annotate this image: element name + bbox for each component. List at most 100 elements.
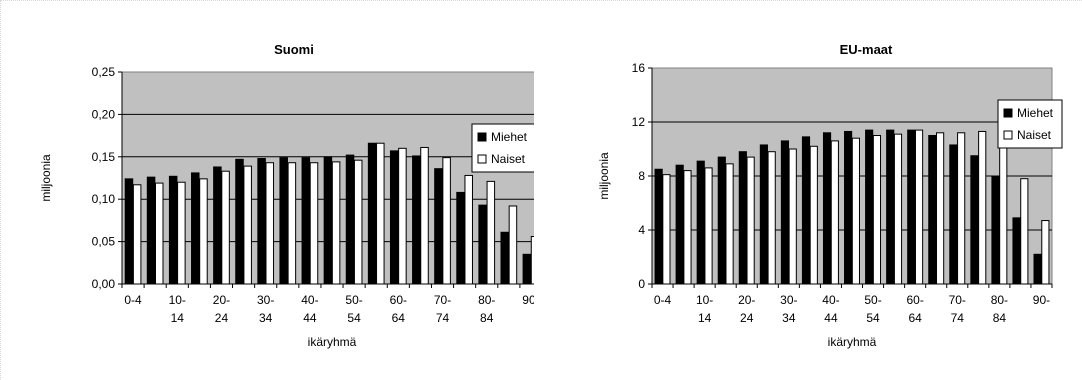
eu-bar-miehet-5: [759, 144, 768, 285]
eu-legend-swatch-naiset: [1003, 130, 1013, 140]
suomi-legend-box: [471, 123, 541, 173]
suomi-bar-miehet-8: [301, 157, 311, 285]
suomi-legend-swatch-naiset: [477, 154, 487, 164]
suomi-bar-naiset-2: [177, 181, 186, 285]
suomi-bar-naiset-11: [376, 142, 385, 285]
eu-legend-box: [997, 99, 1063, 149]
suomi-bar-miehet-4: [213, 166, 222, 285]
suomi-bar-naiset-12: [398, 147, 407, 285]
suomi-bar-naiset-10: [353, 159, 363, 285]
eu-bar-naiset-7: [809, 145, 818, 285]
suomi-x-tick-label: 80-: [478, 293, 495, 307]
eu-bar-naiset-12: [914, 129, 924, 285]
suomi-bar-miehet-15: [456, 191, 465, 285]
eu-bar-miehet-15: [970, 155, 979, 285]
suomi-bar-miehet-17: [500, 231, 510, 285]
suomi-bar-naiset-0: [132, 184, 142, 285]
suomi-x-tick-label: 34: [259, 311, 273, 325]
eu-bar-naiset-14: [957, 132, 966, 285]
suomi-x-tick-label: 10-: [169, 293, 186, 307]
eu-bar-miehet-16: [991, 175, 1000, 285]
eu-bar-miehet-3: [717, 156, 726, 285]
suomi-bar-miehet-5: [235, 158, 244, 285]
suomi-bar-miehet-7: [279, 157, 288, 285]
suomi-bar-miehet-12: [389, 150, 399, 285]
suomi-y-tick-label: 0,25: [92, 65, 116, 79]
suomi-x-tick-label: 90-: [522, 293, 534, 307]
suomi-bar-naiset-13: [420, 146, 429, 285]
suomi-bar-miehet-6: [257, 157, 266, 285]
eu-x-tick-label: 64: [908, 311, 922, 325]
suomi-x-tick-label: 30-: [257, 293, 274, 307]
suomi-bar-miehet-16: [478, 204, 487, 285]
suomi-bar-naiset-7: [287, 162, 297, 285]
eu-legend-label-miehet: Miehet: [1017, 106, 1054, 120]
eu-bar-miehet-2: [696, 160, 705, 285]
eu-bar-miehet-14: [949, 144, 958, 285]
suomi-x-tick-label: 24: [215, 311, 229, 325]
eu-bar-naiset-15: [978, 130, 987, 285]
suomi-x-tick-label: 44: [303, 311, 317, 325]
suomi-y-tick-label: 0,20: [92, 107, 116, 121]
suomi-x-tick-label: 50-: [345, 293, 362, 307]
suomi-y-tick-label: 0,15: [92, 150, 116, 164]
eu-y-tick-label: 12: [632, 115, 646, 129]
suomi-bar-miehet-13: [412, 155, 421, 285]
eu-legend: Miehet Naiset: [997, 99, 1063, 149]
eu-bar-naiset-13: [936, 132, 945, 285]
suomi-x-tick-label: 60-: [390, 293, 407, 307]
eu-bar-miehet-1: [675, 164, 684, 285]
suomi-bar-naiset-5: [243, 165, 252, 285]
eu-bar-naiset-1: [683, 170, 692, 285]
eu-bar-miehet-6: [780, 140, 790, 285]
eu-x-tick-label: 60-: [906, 293, 923, 307]
suomi-legend-swatch-miehet: [477, 132, 487, 142]
suomi-bar-miehet-2: [168, 175, 178, 285]
suomi-bar-miehet-14: [434, 168, 443, 285]
suomi-bar-naiset-17: [508, 205, 518, 285]
eu-y-tick-label: 0: [638, 277, 645, 291]
eu-bar-naiset-18: [1041, 220, 1050, 285]
suomi-x-tick-label: 70-: [434, 293, 451, 307]
eu-x-tick-label: 90-: [1033, 293, 1050, 307]
eu-x-tick-label: 54: [866, 311, 880, 325]
suomi-bar-miehet-11: [367, 142, 377, 285]
suomi-bar-naiset-14: [442, 157, 451, 285]
eu-bar-naiset-9: [851, 137, 860, 285]
eu-bar-naiset-10: [872, 135, 882, 285]
suomi-legend-label-miehet: Miehet: [491, 130, 528, 144]
suomi-bar-naiset-6: [265, 162, 275, 285]
suomi-bar-naiset-4: [221, 170, 230, 285]
eu-x-tick-label: 44: [824, 311, 838, 325]
suomi-x-tick-label: 54: [347, 311, 361, 325]
suomi-root: Suomi 0,00 0,05 0,10 0,15 0,20 0,25 0-4 10- 14 20-…: [39, 42, 543, 349]
eu-bar-miehet-11: [886, 129, 895, 285]
suomi-x-tick-label: 84: [480, 311, 494, 325]
frame-border-left: [0, 0, 1, 380]
frame-border-top: [0, 0, 1082, 1]
eu-bar-naiset-11: [893, 133, 903, 285]
eu-x-tick-label: 50-: [864, 293, 881, 307]
eu-x-tick-label: 34: [782, 311, 796, 325]
eu-root: EU-maat 0 4 8 12 16 0-4 10- 14 20- 24 30- 34 40- 44 50-…: [597, 42, 1063, 349]
suomi-bar-miehet-10: [345, 154, 355, 285]
eu-legend-label-naiset: Naiset: [1017, 128, 1052, 142]
chart-eu-maat: EU-maat 0 4 8 12 16 0-4 10- 14 20- 24 30- 34 40- 44 50-…: [544, 40, 1064, 375]
eu-bar-miehet-17: [1012, 217, 1021, 285]
suomi-x-tick-label: 0-4: [124, 293, 142, 307]
eu-x-tick-label: 0-4: [654, 293, 672, 307]
suomi-x-tick-label: 74: [436, 311, 450, 325]
eu-bar-miehet-8: [822, 132, 832, 285]
suomi-bar-naiset-16: [486, 180, 496, 285]
eu-x-tick-label: 20-: [738, 293, 755, 307]
suomi-y-tick-label: 0,00: [92, 277, 116, 291]
suomi-x-tick-label: 14: [171, 311, 185, 325]
eu-bar-naiset-16: [999, 141, 1008, 285]
suomi-bar-naiset-3: [199, 178, 208, 285]
chart-suomi: Suomi 0,00 0,05 0,10 0,15 0,20 0,25 0-4 10- 14 20-…: [14, 40, 543, 375]
eu-bar-miehet-4: [738, 151, 747, 285]
eu-bar-miehet-12: [907, 129, 916, 285]
eu-x-tick-label: 84: [993, 311, 1007, 325]
eu-bar-miehet-7: [801, 136, 811, 285]
eu-x-tick-label: 24: [740, 311, 754, 325]
